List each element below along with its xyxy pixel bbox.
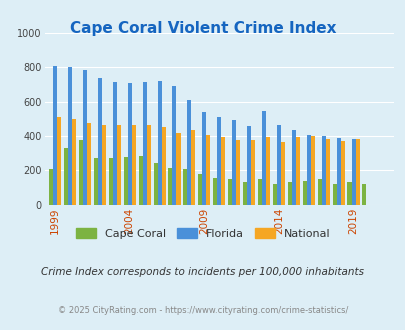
Bar — [172, 86, 176, 205]
Bar — [336, 138, 340, 205]
Bar — [291, 130, 295, 205]
Bar — [272, 184, 276, 205]
Bar — [72, 119, 76, 205]
Bar — [261, 111, 265, 205]
Bar — [228, 179, 232, 205]
Bar — [217, 117, 221, 205]
Legend: Cape Coral, Florida, National: Cape Coral, Florida, National — [71, 223, 334, 243]
Bar — [257, 179, 261, 205]
Bar — [83, 70, 87, 205]
Bar — [236, 140, 240, 205]
Bar — [113, 82, 117, 205]
Bar — [98, 78, 102, 205]
Bar — [53, 66, 57, 205]
Bar — [87, 123, 91, 205]
Bar — [142, 82, 146, 205]
Bar — [243, 182, 247, 205]
Bar — [302, 182, 306, 205]
Bar — [340, 141, 344, 205]
Bar — [191, 130, 195, 205]
Bar — [206, 135, 210, 205]
Bar — [176, 133, 180, 205]
Bar — [187, 100, 191, 205]
Bar — [131, 125, 135, 205]
Bar — [250, 140, 254, 205]
Bar — [321, 136, 325, 205]
Bar — [247, 126, 250, 205]
Bar — [49, 169, 53, 205]
Bar — [221, 137, 225, 205]
Bar — [109, 158, 113, 205]
Bar — [202, 112, 206, 205]
Bar — [265, 137, 269, 205]
Bar — [355, 139, 359, 205]
Bar — [306, 135, 310, 205]
Bar — [79, 140, 83, 205]
Bar — [310, 136, 314, 205]
Bar — [362, 184, 366, 205]
Bar — [161, 126, 165, 205]
Bar — [157, 81, 161, 205]
Bar — [332, 184, 336, 205]
Text: © 2025 CityRating.com - https://www.cityrating.com/crime-statistics/: © 2025 CityRating.com - https://www.city… — [58, 306, 347, 315]
Text: Crime Index corresponds to incidents per 100,000 inhabitants: Crime Index corresponds to incidents per… — [41, 267, 364, 277]
Bar — [146, 125, 150, 205]
Bar — [351, 139, 355, 205]
Bar — [64, 148, 68, 205]
Bar — [138, 156, 142, 205]
Bar — [94, 158, 98, 205]
Bar — [232, 120, 236, 205]
Bar — [168, 168, 172, 205]
Bar — [295, 137, 299, 205]
Bar — [128, 83, 131, 205]
Bar — [124, 157, 128, 205]
Bar — [183, 169, 187, 205]
Bar — [287, 182, 291, 205]
Bar — [153, 163, 157, 205]
Bar — [198, 174, 202, 205]
Text: Cape Coral Violent Crime Index: Cape Coral Violent Crime Index — [70, 21, 335, 36]
Bar — [213, 178, 217, 205]
Bar — [347, 182, 351, 205]
Bar — [280, 142, 284, 205]
Bar — [68, 67, 72, 205]
Bar — [317, 179, 321, 205]
Bar — [325, 139, 329, 205]
Bar — [102, 125, 106, 205]
Bar — [117, 125, 121, 205]
Bar — [276, 125, 280, 205]
Bar — [57, 117, 61, 205]
